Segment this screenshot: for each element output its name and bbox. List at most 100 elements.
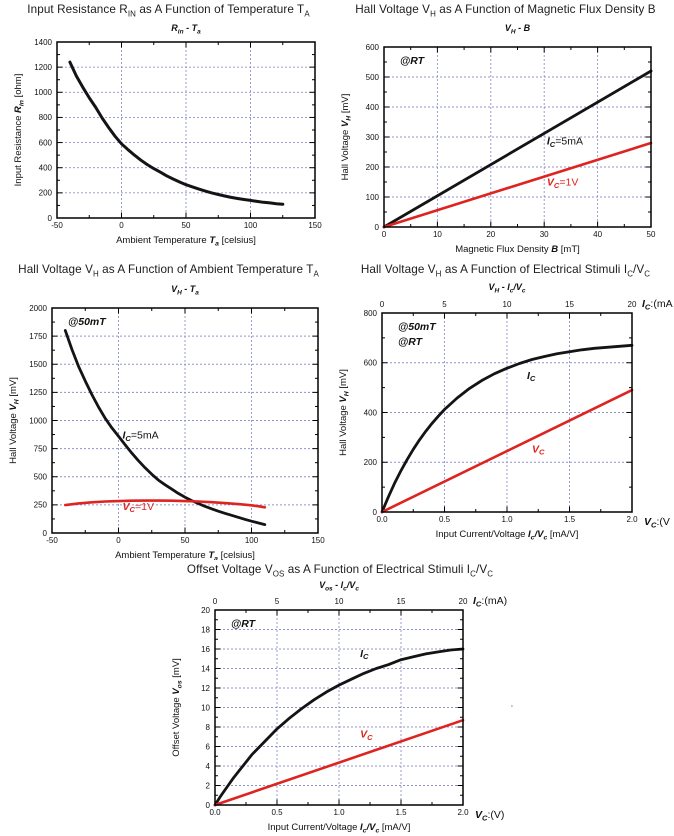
- chart-hall-voltage-vs-temperature: Hall Voltage VH as A Function of Ambient…: [0, 260, 337, 560]
- svg-text:1.5: 1.5: [395, 808, 407, 817]
- svg-text:Ambient Temperature Ta [celsiu: Ambient Temperature Ta [celsius]: [116, 235, 256, 247]
- chart-hall-voltage-vs-stimuli: Hall Voltage VH as A Function of Electri…: [337, 260, 674, 560]
- svg-text:200: 200: [366, 163, 380, 172]
- svg-text:40: 40: [593, 230, 602, 239]
- svg-text:750: 750: [34, 444, 48, 453]
- svg-text:VC=1V: VC=1V: [547, 177, 578, 190]
- svg-text:0: 0: [373, 508, 378, 517]
- svg-text:30: 30: [540, 230, 549, 239]
- svg-text:0: 0: [380, 300, 385, 309]
- svg-text:0: 0: [206, 801, 211, 810]
- hall-voltage-flux-plot: VH - B0 10 20 30 40 500100200300400500600Magn…: [340, 23, 656, 255]
- svg-text:@RT: @RT: [398, 336, 424, 348]
- svg-text:300: 300: [366, 133, 380, 142]
- svg-text:15: 15: [397, 597, 406, 606]
- svg-text:50: 50: [181, 536, 190, 545]
- svg-text:Input Resistance Rin [ohm]: Input Resistance Rin [ohm]: [13, 74, 25, 187]
- svg-text:0: 0: [213, 597, 218, 606]
- svg-text:5: 5: [275, 597, 280, 606]
- svg-text:VH - Ta: VH - Ta: [171, 284, 199, 296]
- svg-text:IC:(mA): IC:(mA): [473, 595, 507, 608]
- svg-text:VC=1V: VC=1V: [122, 501, 153, 514]
- chart-title: Hall Voltage VH as A Function of Magneti…: [355, 3, 656, 19]
- svg-text:Magnetic Flux Density B [mT]: Magnetic Flux Density B [mT]: [455, 244, 580, 255]
- svg-text:500: 500: [366, 73, 380, 82]
- svg-text:15: 15: [565, 300, 574, 309]
- chart-title: Input Resistance RIN as A Function of Te…: [27, 3, 310, 19]
- svg-text:Hall Voltage VH [mV]: Hall Voltage VH [mV]: [340, 94, 352, 181]
- svg-text:@RT: @RT: [400, 55, 426, 67]
- svg-text:600: 600: [366, 43, 380, 52]
- svg-text:10: 10: [503, 300, 512, 309]
- chart-title: Hall Voltage VH as A Function of Ambient…: [18, 263, 319, 279]
- svg-text:100: 100: [244, 221, 258, 230]
- svg-text:12: 12: [201, 684, 210, 693]
- chart-hall-voltage-vs-flux-density: Hall Voltage VH as A Function of Magneti…: [337, 0, 674, 256]
- svg-text:1400: 1400: [34, 38, 52, 47]
- svg-text:IC:(mA: IC:(mA: [642, 298, 673, 311]
- chart-title: Offset Voltage VOS as A Function of Elec…: [186, 563, 494, 579]
- svg-text:400: 400: [364, 408, 378, 417]
- svg-text:VC:(V): VC:(V): [475, 809, 504, 822]
- svg-text:50: 50: [647, 230, 656, 239]
- svg-text:100: 100: [245, 536, 259, 545]
- svg-text:2000: 2000: [29, 304, 47, 313]
- svg-text:-50: -50: [51, 221, 63, 230]
- svg-text:10: 10: [433, 230, 442, 239]
- svg-text:@RT: @RT: [231, 618, 257, 630]
- svg-text:IC: IC: [360, 648, 369, 661]
- svg-text:IC=5mA: IC=5mA: [547, 136, 583, 149]
- svg-text:Offset Voltage Vos [mV]: Offset Voltage Vos [mV]: [171, 658, 183, 757]
- svg-text:50: 50: [182, 221, 191, 230]
- svg-text:2: 2: [206, 781, 211, 790]
- svg-text:2.0: 2.0: [457, 808, 469, 817]
- svg-text:1250: 1250: [29, 388, 47, 397]
- svg-text:20: 20: [486, 230, 495, 239]
- svg-text:Ambient Temperature Ta [celsiu: Ambient Temperature Ta [celsius]: [115, 550, 255, 560]
- svg-text:1.0: 1.0: [501, 515, 513, 524]
- svg-text:4: 4: [206, 762, 211, 771]
- svg-text:Rin - Ta: Rin - Ta: [171, 23, 201, 35]
- svg-text:250: 250: [34, 501, 48, 510]
- stray-scan-mark: ': [511, 704, 513, 715]
- svg-text:Vos - Ic/Vc: Vos - Ic/Vc: [319, 580, 359, 592]
- svg-text:0: 0: [119, 221, 124, 230]
- svg-text:1000: 1000: [29, 416, 47, 425]
- offset-voltage-stimuli-plot: Vos - Ic/Vc 0.0 0.5 1.0 1.5 2.0 0 2 4 6 8 10 12 14 16 1…: [171, 580, 507, 834]
- svg-text:0: 0: [382, 230, 387, 239]
- svg-text:0.0: 0.0: [376, 515, 388, 524]
- svg-text:IC=5mA: IC=5mA: [122, 430, 158, 443]
- input-resistance-plot: Rin - Ta-50 0 50 100 15002004006008001000120…: [13, 23, 322, 247]
- svg-text:5: 5: [442, 300, 447, 309]
- chart-offset-voltage-vs-stimuli: Offset Voltage VOS as A Function of Elec…: [150, 560, 530, 836]
- svg-text:14: 14: [201, 664, 210, 673]
- svg-text:800: 800: [364, 309, 378, 318]
- svg-text:100: 100: [366, 193, 380, 202]
- svg-text:6: 6: [206, 742, 211, 751]
- svg-text:-50: -50: [46, 536, 58, 545]
- svg-text:400: 400: [39, 164, 53, 173]
- svg-text:150: 150: [308, 221, 322, 230]
- svg-text:1.0: 1.0: [333, 808, 345, 817]
- svg-text:VC: VC: [360, 729, 373, 742]
- svg-text:150: 150: [311, 536, 325, 545]
- svg-text:10: 10: [201, 703, 210, 712]
- svg-text:0: 0: [116, 536, 121, 545]
- svg-text:800: 800: [39, 113, 53, 122]
- svg-text:200: 200: [364, 458, 378, 467]
- svg-text:8: 8: [206, 723, 211, 732]
- svg-text:0: 0: [375, 223, 380, 232]
- svg-text:0.5: 0.5: [271, 808, 283, 817]
- svg-text:16: 16: [201, 645, 210, 654]
- svg-text:VH - Ic/Vc: VH - Ic/Vc: [489, 282, 526, 294]
- svg-text:0.5: 0.5: [439, 515, 451, 524]
- svg-text:200: 200: [39, 189, 53, 198]
- svg-text:2.0: 2.0: [626, 515, 638, 524]
- svg-text:600: 600: [39, 138, 53, 147]
- svg-text:VH - B: VH - B: [505, 23, 531, 35]
- svg-text:0: 0: [43, 529, 48, 538]
- svg-text:20: 20: [628, 300, 637, 309]
- svg-text:Input Current/Voltage Ic/Vc [m: Input Current/Voltage Ic/Vc [mA/V]: [436, 529, 579, 541]
- svg-text:500: 500: [34, 473, 48, 482]
